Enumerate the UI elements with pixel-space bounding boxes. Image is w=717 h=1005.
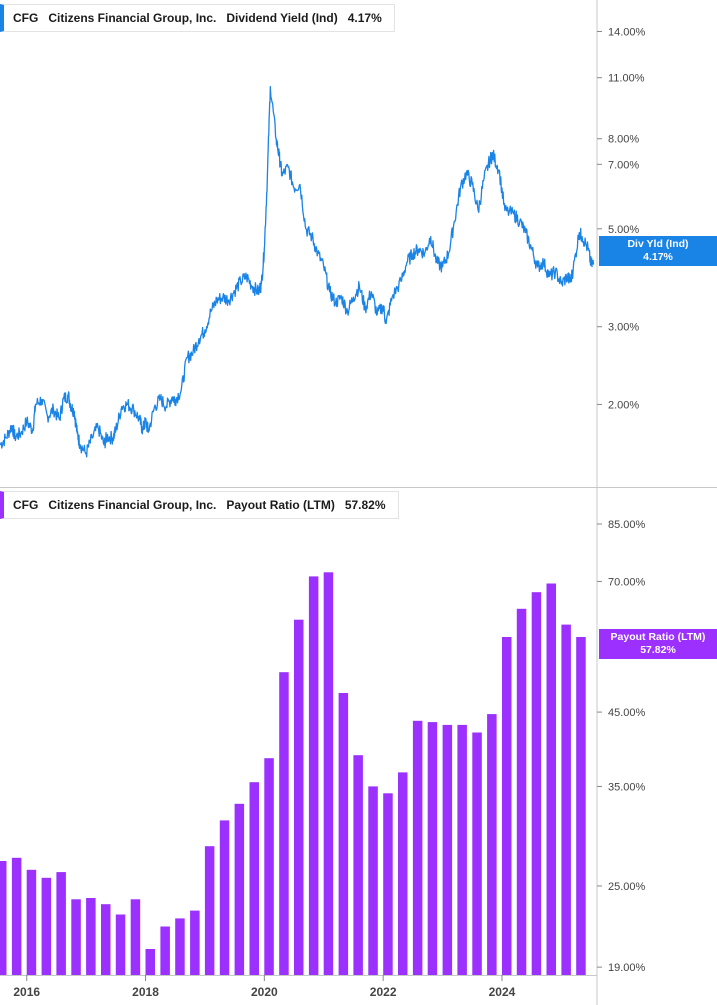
yield-y-tick-label: 7.00%	[608, 159, 639, 171]
dividend-yield-plot	[0, 85, 595, 458]
payout-legend: CFG Citizens Financial Group, Inc. Payou…	[0, 491, 399, 519]
payout-bar	[427, 722, 438, 975]
payout-bar	[86, 898, 96, 975]
payout-bar	[26, 869, 37, 975]
yield-legend-value: 4.17%	[347, 11, 382, 25]
payout-bar	[487, 714, 497, 975]
payout-bar	[576, 637, 586, 975]
yield-legend-ticker: CFG	[13, 11, 39, 25]
yield-legend-company: Citizens Financial Group, Inc.	[48, 11, 217, 25]
payout-bar	[190, 910, 200, 975]
payout-bar	[516, 608, 527, 975]
yield-tag-label: Div Yld (Ind)	[627, 238, 689, 250]
payout-bar	[160, 926, 170, 975]
yield-y-tick-label: 8.00%	[608, 134, 639, 146]
payout-bar	[264, 758, 274, 975]
x-tick-label: 2018	[132, 985, 159, 999]
yield-y-tick-label: 14.00%	[608, 26, 646, 38]
x-tick-label: 2020	[251, 985, 278, 999]
payout-legend-value: 57.82%	[344, 498, 386, 512]
x-tick-label: 2022	[370, 985, 397, 999]
payout-y-tick-label: 70.00%	[608, 576, 646, 588]
payout-bar	[442, 724, 453, 975]
payout-bar	[457, 724, 467, 975]
payout-bar	[502, 637, 512, 975]
yield-last-value-tag: Div Yld (Ind) 4.17%	[599, 236, 717, 266]
payout-bar	[323, 572, 334, 975]
payout-bar	[0, 861, 7, 975]
payout-bar	[41, 877, 52, 975]
payout-bar	[294, 619, 304, 975]
payout-bar	[145, 949, 155, 975]
x-tick-label: 2016	[13, 985, 40, 999]
dividend-yield-line	[0, 85, 595, 458]
yield-y-tick-label: 11.00%	[608, 73, 645, 85]
payout-bar	[398, 772, 408, 975]
payout-y-tick-label: 19.00%	[608, 962, 646, 974]
payout-bar	[383, 793, 393, 975]
payout-bar	[279, 672, 289, 975]
payout-bar	[175, 918, 185, 975]
payout-bar	[219, 820, 230, 975]
yield-y-tick-label: 5.00%	[608, 224, 639, 236]
payout-y-tick-label: 85.00%	[608, 519, 646, 531]
yield-y-tick-label: 2.00%	[608, 399, 639, 411]
payout-bar	[56, 872, 66, 975]
payout-bar	[130, 899, 141, 975]
payout-bar	[472, 732, 482, 975]
payout-last-value-tag: Payout Ratio (LTM) 57.82%	[599, 629, 717, 659]
payout-bar	[338, 693, 349, 975]
payout-y-tick-label: 25.00%	[608, 881, 646, 893]
payout-bar	[368, 786, 378, 975]
payout-bar	[546, 583, 556, 975]
payout-bar	[71, 899, 81, 975]
payout-bar	[561, 624, 571, 975]
payout-bar	[412, 720, 423, 975]
payout-bar	[353, 755, 363, 975]
payout-bar	[308, 576, 319, 975]
x-tick-label: 2024	[489, 985, 516, 999]
payout-bar	[115, 914, 126, 975]
payout-legend-company: Citizens Financial Group, Inc.	[48, 498, 217, 512]
yield-tag-value: 4.17%	[643, 251, 673, 263]
payout-tag-value: 57.82%	[640, 644, 676, 656]
payout-bar	[249, 782, 259, 975]
payout-bar	[204, 846, 215, 975]
payout-tag-label: Payout Ratio (LTM)	[610, 631, 706, 643]
payout-ratio-plot	[0, 572, 586, 975]
payout-bar	[11, 857, 22, 975]
payout-legend-ticker: CFG	[13, 498, 39, 512]
payout-y-tick-label: 35.00%	[608, 781, 646, 793]
payout-bar	[101, 904, 111, 975]
yield-legend: CFG Citizens Financial Group, Inc. Divid…	[0, 4, 395, 32]
payout-bar	[234, 803, 245, 975]
yield-y-tick-label: 3.00%	[608, 322, 639, 334]
yield-legend-metric: Dividend Yield (Ind)	[226, 11, 338, 25]
payout-legend-metric: Payout Ratio (LTM)	[226, 498, 335, 512]
payout-bar	[531, 592, 542, 975]
payout-y-tick-label: 45.00%	[608, 707, 646, 719]
